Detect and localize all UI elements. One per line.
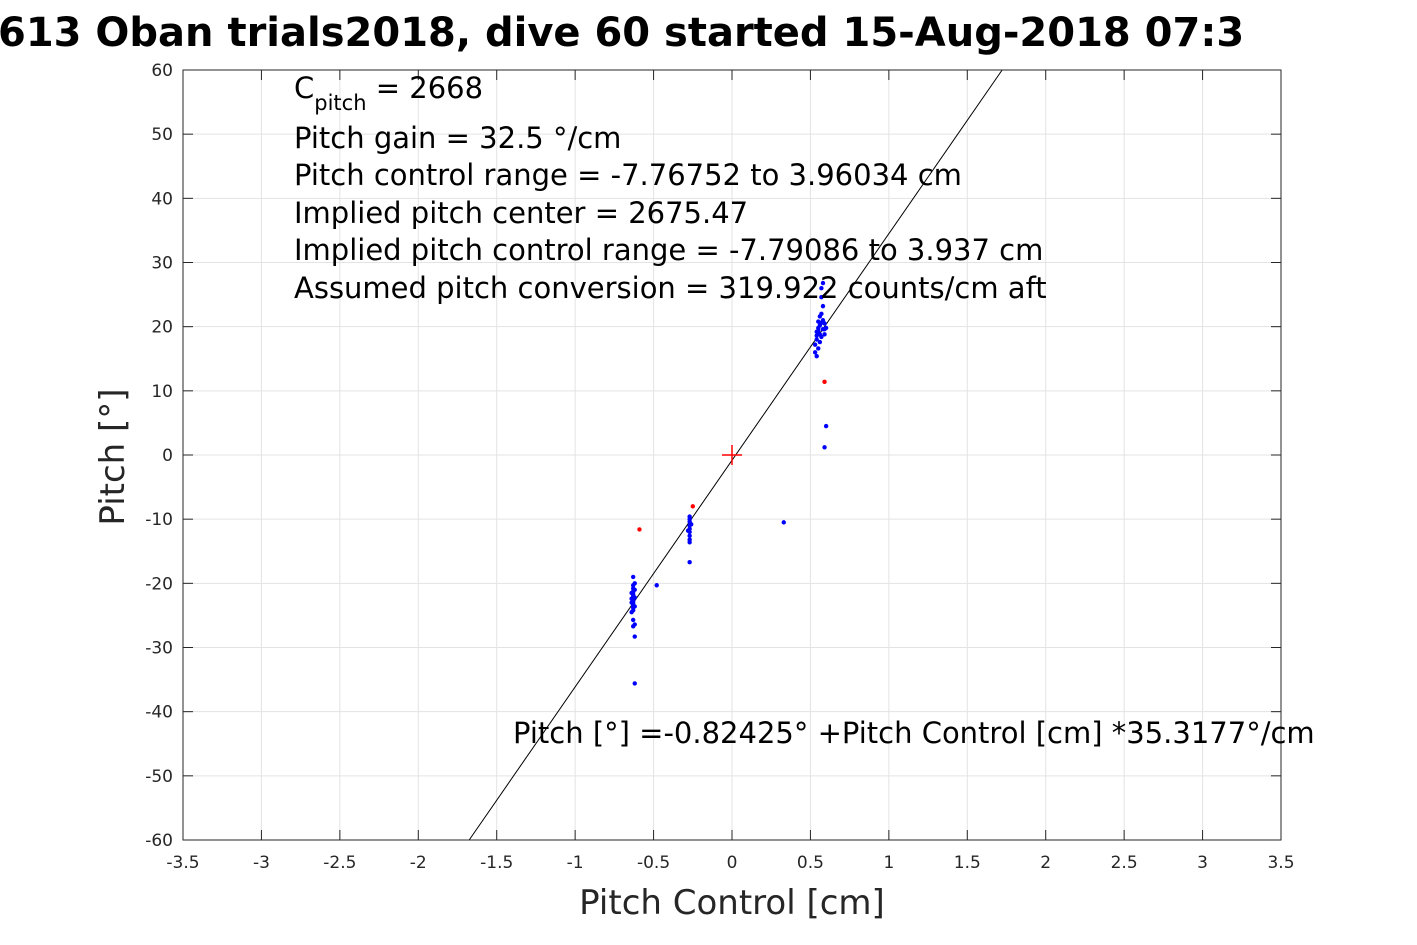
- c-pitch-annotation: Cpitch = 2668: [294, 71, 483, 115]
- data-point: [687, 559, 692, 565]
- data-point: [819, 285, 824, 291]
- y-tick-label: -30: [145, 639, 173, 659]
- c-pitch-subscript: pitch: [314, 91, 366, 115]
- data-point: [820, 280, 826, 286]
- y-tick-label: 30: [151, 254, 173, 274]
- data-point: [781, 520, 786, 525]
- info-annotations: Cpitch = 2668 Pitch gain = 32.5 °/cm Pit…: [294, 71, 1315, 750]
- x-tick-label: -1: [567, 853, 584, 873]
- data-point: [814, 337, 819, 342]
- data-point: [630, 624, 636, 629]
- implied-center-annotation: Implied pitch center = 2675.47: [294, 196, 748, 230]
- data-point: [812, 350, 818, 355]
- data-point: [629, 590, 634, 596]
- data-point: [822, 321, 827, 326]
- x-tick-label: -1.5: [480, 853, 513, 873]
- x-tick-label: -2: [410, 853, 427, 873]
- fit-equation-annotation: Pitch [°] =-0.82425° +Pitch Control [cm]…: [513, 716, 1315, 750]
- x-tick-label: 2: [1040, 853, 1051, 873]
- scatter-points: [629, 280, 829, 686]
- data-point: [629, 610, 634, 615]
- data-point: [823, 325, 829, 331]
- y-tick-label: -20: [145, 574, 173, 594]
- data-point: [820, 303, 826, 309]
- y-tick-label: -60: [145, 831, 173, 851]
- x-axis-label: Pitch Control [cm]: [579, 883, 885, 923]
- x-tick-label: -2.5: [323, 853, 356, 873]
- x-tick-label: -3: [253, 853, 270, 873]
- c-pitch-value: = 2668: [367, 71, 484, 105]
- outlier-point: [822, 379, 827, 385]
- implied-range-annotation: Implied pitch control range = -7.79086 t…: [294, 233, 1043, 267]
- data-point: [630, 574, 636, 580]
- data-point: [687, 540, 692, 545]
- plot-area: [182, 69, 1282, 841]
- center-marker: [722, 445, 742, 465]
- y-tick-label: 50: [151, 125, 173, 145]
- data-point: [816, 346, 821, 351]
- x-tick-label: 2.5: [1111, 853, 1138, 873]
- y-tick-label: -40: [145, 703, 173, 723]
- data-point: [687, 533, 692, 539]
- y-tick-label: 60: [151, 61, 173, 81]
- data-point: [632, 634, 637, 639]
- data-point: [822, 332, 827, 337]
- axis-ticks: [182, 69, 1282, 841]
- x-tick-labels: -3.5 -3 -2.5 -2 -1.5 -1 -0.5 0 0.5 1 1.5 2 2.5 3 3.5: [166, 853, 1294, 873]
- data-point: [632, 595, 637, 600]
- data-point: [629, 600, 634, 605]
- y-tick-label: 20: [151, 318, 173, 338]
- x-tick-label: 3.5: [1267, 853, 1294, 873]
- conversion-annotation: Assumed pitch conversion = 319.922 count…: [294, 271, 1047, 305]
- data-point: [814, 353, 819, 359]
- c-pitch-main: C: [294, 71, 314, 105]
- data-point: [819, 294, 824, 300]
- data-point: [822, 445, 827, 450]
- data-point: [632, 587, 637, 592]
- data-point: [817, 339, 823, 345]
- data-point: [632, 604, 637, 609]
- outlier-point: [690, 504, 695, 509]
- data-point: [632, 681, 637, 686]
- data-point: [814, 329, 819, 334]
- data-point: [689, 522, 694, 527]
- x-tick-label: -3.5: [166, 853, 199, 873]
- data-point: [812, 342, 818, 347]
- x-tick-label: -0.5: [637, 853, 670, 873]
- x-tick-label: 1: [883, 853, 894, 873]
- y-tick-label: 10: [151, 382, 173, 402]
- chart-title: 613 Oban trials2018, dive 60 started 15-…: [0, 10, 1244, 56]
- x-tick-label: 3: [1197, 853, 1208, 873]
- y-tick-label: 40: [151, 189, 173, 209]
- pitch-gain-annotation: Pitch gain = 32.5 °/cm: [294, 121, 621, 155]
- y-tick-label: -10: [145, 510, 173, 530]
- x-tick-label: 0.5: [797, 853, 824, 873]
- y-tick-labels: 60 50 40 30 20 10 0 -10 -20 -30 -40 -50 -60: [145, 61, 173, 851]
- data-point: [816, 319, 821, 324]
- data-point: [630, 617, 636, 623]
- y-axis-label: Pitch [°]: [93, 388, 133, 525]
- data-point: [823, 423, 829, 429]
- x-tick-label: 1.5: [954, 853, 981, 873]
- y-tick-label: -50: [145, 767, 173, 787]
- data-point: [817, 332, 823, 337]
- control-range-annotation: Pitch control range = -7.76752 to 3.9603…: [294, 158, 962, 192]
- data-point: [819, 311, 824, 317]
- x-tick-label: 0: [727, 853, 738, 873]
- data-point: [632, 581, 637, 586]
- outlier-point: [637, 527, 642, 532]
- data-point: [685, 528, 691, 533]
- data-point: [654, 583, 659, 588]
- y-tick-label: 0: [162, 446, 173, 466]
